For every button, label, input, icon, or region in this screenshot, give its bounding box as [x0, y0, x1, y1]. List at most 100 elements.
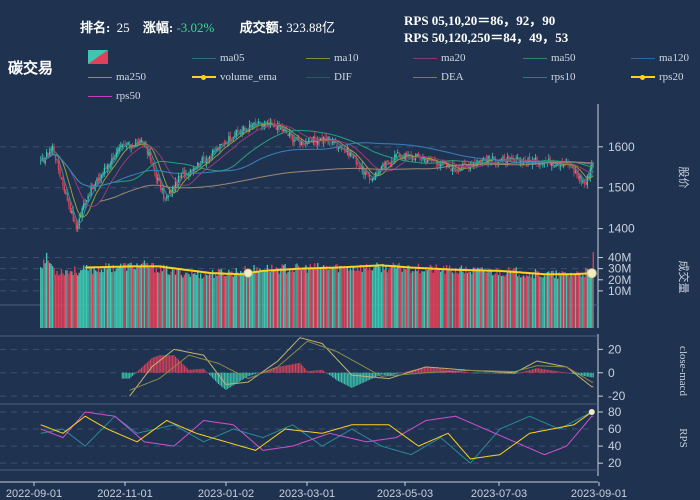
macd-histogram-bar [160, 355, 162, 373]
macd-histogram-bar [471, 372, 473, 374]
volume-bar [263, 270, 266, 328]
candle-body [125, 145, 128, 147]
macd-histogram-bar [183, 365, 185, 373]
macd-histogram-bar [546, 369, 548, 373]
legend-item-volume-ema[interactable]: volume_ema [192, 71, 277, 83]
dif-line [129, 337, 594, 397]
volume-bar [108, 263, 110, 328]
volume-bar [585, 267, 587, 328]
legend-item-rps10[interactable]: rps10 [523, 71, 575, 83]
candle-body [269, 122, 272, 128]
candle-body [552, 161, 554, 166]
candle-body [214, 150, 217, 152]
legend-item-ma05[interactable]: ma05 [192, 52, 244, 64]
legend-item-ma50[interactable]: ma50 [523, 52, 575, 64]
candle-body [226, 142, 229, 144]
macd-histogram-bar [349, 372, 351, 388]
volume-bar [247, 274, 249, 328]
candle-body [136, 142, 138, 144]
candle-body [78, 218, 80, 226]
candle-body [155, 172, 157, 179]
legend-item-rps20[interactable]: rps20 [631, 71, 683, 83]
volume-bar [514, 268, 516, 328]
volume-bar [157, 272, 159, 328]
macd-histogram-bar [406, 371, 408, 373]
volume-bar [484, 271, 486, 328]
candle-body [349, 152, 351, 156]
candle-body [420, 158, 423, 160]
volume-bar [543, 275, 546, 328]
volume-bar [127, 263, 129, 328]
candle-body [40, 160, 42, 162]
macd-histogram-bar [252, 372, 254, 375]
volume-bar [290, 271, 292, 328]
volume-bar [257, 270, 260, 328]
macd-histogram-bar [324, 371, 326, 373]
volume-bar [382, 263, 384, 328]
volume-bar [383, 269, 386, 328]
candle-body [345, 149, 347, 153]
volume-bar [283, 265, 285, 328]
y-tick-label: 1600 [608, 140, 635, 154]
volume-bar [78, 272, 80, 328]
candle-body [379, 169, 381, 175]
volume-bar [557, 278, 559, 328]
macd-histogram-bar [534, 368, 537, 373]
ma10-line [40, 123, 594, 218]
macd-histogram-bar [290, 364, 292, 373]
macd-histogram-bar [249, 372, 251, 376]
macd-histogram-bar [512, 372, 514, 374]
macd-histogram-bar [515, 372, 517, 374]
volume-bar [154, 272, 156, 328]
volume-bar [500, 276, 503, 328]
volume-bar [589, 270, 591, 328]
macd-histogram-bar [591, 372, 593, 378]
legend-item-rps50[interactable]: rps50 [88, 90, 140, 102]
volume-bar [536, 271, 538, 328]
volume-bar [80, 270, 82, 328]
volume-bar [75, 272, 77, 328]
macd-histogram-bar [537, 368, 539, 373]
macd-histogram-bar [234, 372, 236, 385]
macd-histogram-bar [340, 372, 342, 383]
volume-ema-marker [586, 268, 597, 279]
candle-body [146, 146, 149, 155]
legend-item-ma10[interactable]: ma10 [306, 52, 358, 64]
volume-bar [117, 267, 119, 328]
candle-body [114, 158, 116, 160]
volume-bar [208, 274, 211, 328]
volume-bar [217, 268, 220, 328]
legend-label: ma05 [220, 52, 245, 64]
volume-bar [457, 273, 460, 328]
volume-bar [583, 276, 586, 328]
volume-bar [346, 267, 349, 328]
volume-bar [77, 275, 79, 328]
macd-histogram-bar [354, 372, 356, 387]
volume-bar [549, 274, 551, 328]
volume-bar [503, 276, 506, 328]
legend-item-ma20[interactable]: ma20 [413, 52, 465, 64]
candle-body [235, 129, 237, 138]
legend-item-candle[interactable] [88, 50, 108, 64]
legend-item-dea[interactable]: DEA [413, 71, 464, 83]
macd-histogram-bar [237, 372, 239, 383]
y-tick-label: 1500 [608, 181, 635, 195]
macd-histogram-bar [554, 370, 556, 373]
macd-histogram-bar [419, 368, 421, 373]
candle-body [432, 160, 434, 162]
volume-bar [213, 277, 215, 328]
candle-body [137, 141, 140, 146]
volume-bar [573, 274, 575, 328]
legend-item-ma250[interactable]: ma250 [88, 71, 146, 83]
volume-bar [570, 272, 572, 328]
candle-body [93, 185, 95, 189]
legend-item-ma120[interactable]: ma120 [631, 52, 689, 64]
y-tick-label: 60 [608, 422, 622, 436]
volume-bar [171, 267, 174, 328]
macd-histogram-bar [172, 355, 174, 373]
candle-body [376, 173, 378, 175]
volume-bar [447, 268, 449, 328]
candle-body [275, 127, 277, 130]
legend-item-dif[interactable]: DIF [306, 71, 352, 83]
macd-histogram-bar [332, 372, 334, 378]
